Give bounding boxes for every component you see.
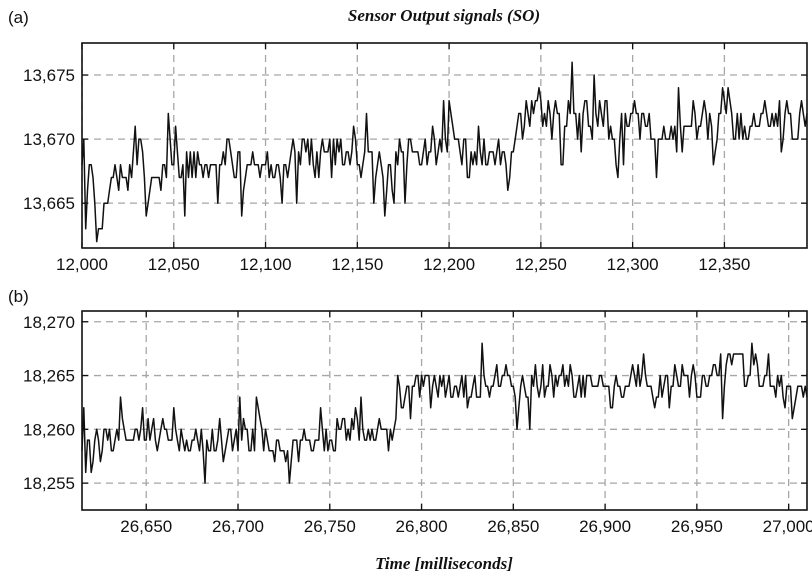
y-tick-label: 18,270 — [23, 313, 75, 332]
x-tick-label: 26,900 — [579, 517, 631, 536]
panel-a-frame — [81, 42, 808, 249]
x-tick-label: 27,000 — [763, 517, 812, 536]
x-tick-label: 12,000 — [56, 255, 108, 274]
y-tick-label: 18,255 — [23, 474, 75, 493]
x-tick-label: 26,850 — [487, 517, 539, 536]
x-tick-label: 12,300 — [607, 255, 659, 274]
x-tick-label: 12,150 — [331, 255, 383, 274]
panel-a-ticks: 12,000 12,050 12,100 12,150 12,200 12,250 12,3… — [23, 43, 807, 274]
x-tick-label: 26,800 — [396, 517, 448, 536]
y-tick-label: 18,265 — [23, 367, 75, 386]
y-tick-label: 13,670 — [23, 130, 75, 149]
panel-a-series — [81, 61, 808, 243]
chart-title: Sensor Output signals (SO) — [348, 6, 540, 25]
y-tick-label: 18,260 — [23, 420, 75, 439]
series-line — [81, 61, 808, 243]
x-tick-label: 26,650 — [120, 517, 172, 536]
x-tick-label: 12,350 — [698, 255, 750, 274]
x-tick-label: 12,250 — [515, 255, 567, 274]
panel-b-label: (b) — [8, 287, 29, 306]
x-tick-label: 12,050 — [148, 255, 200, 274]
y-tick-label: 13,665 — [23, 194, 75, 213]
x-tick-label: 12,200 — [423, 255, 475, 274]
panel-a-grid — [81, 43, 807, 248]
series-line — [81, 342, 808, 484]
x-axis-label: Time [milliseconds] — [375, 554, 513, 573]
x-tick-label: 26,750 — [304, 517, 356, 536]
panel-b-frame — [81, 310, 808, 511]
panel-a: (a) Sensor Output signals (SO) 12,000 12,… — [8, 6, 808, 274]
x-tick-label: 26,700 — [212, 517, 264, 536]
x-tick-label: 26,950 — [671, 517, 723, 536]
panel-b-series — [81, 342, 808, 484]
panel-b-ticks: 26,650 26,700 26,750 26,800 26,850 26,900 26,9… — [23, 311, 812, 536]
panel-b-grid — [82, 311, 807, 510]
x-tick-label: 12,100 — [240, 255, 292, 274]
panel-a-label: (a) — [8, 8, 29, 27]
y-tick-label: 13,675 — [23, 66, 75, 85]
panel-b: (b) 26,650 26,700 26,750 26,800 26,850 26,900… — [8, 287, 812, 573]
